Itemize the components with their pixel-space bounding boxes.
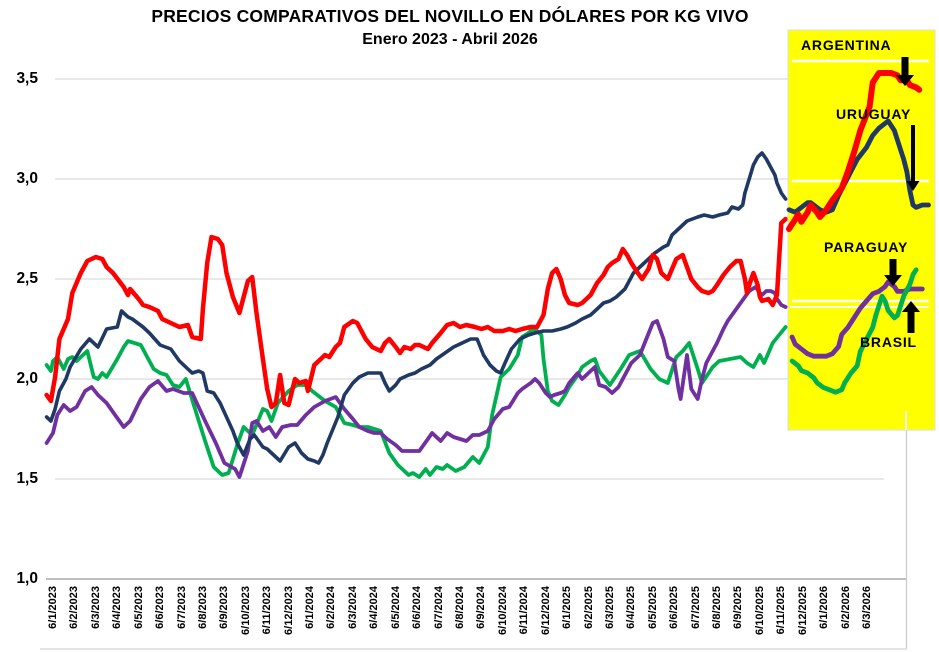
x-tick-label: 6/1/2023	[47, 586, 59, 629]
inset-label-uruguay: URUGUAY	[836, 106, 912, 122]
x-tick-label: 6/3/2024	[346, 586, 359, 629]
inset-series-line-paraguay	[789, 279, 925, 359]
x-tick-label: 6/10/2025	[753, 586, 766, 635]
x-tick-label: 6/7/2023	[175, 586, 188, 629]
x-tick-label: 6/2/2026	[839, 586, 852, 629]
series-line-brasil	[44, 325, 788, 479]
x-tick-label: 6/1/2025	[561, 586, 574, 629]
x-tick-label: 6/6/2025	[668, 586, 681, 629]
series-line-paraguay	[44, 285, 788, 479]
x-tick-label: 6/4/2025	[625, 586, 638, 629]
x-tick-label: 6/9/2024	[475, 586, 488, 629]
x-tick-label: 6/5/2024	[389, 586, 402, 629]
x-tick-label: 6/9/2025	[732, 586, 745, 629]
x-tick-label: 6/7/2025	[689, 586, 702, 629]
x-tick-label: 6/12/2025	[796, 586, 809, 635]
x-tick-label: 6/1/2026	[818, 586, 831, 629]
x-tick-label: 6/11/2025	[775, 586, 788, 635]
x-tick-label: 6/7/2024	[432, 586, 445, 629]
x-tick-label: 6/3/2026	[860, 586, 873, 629]
x-tick-label: 6/8/2023	[196, 586, 209, 629]
chart-subtitle: Enero 2023 - Abril 2026	[362, 31, 538, 48]
x-tick-label: 6/4/2023	[111, 586, 124, 629]
x-tick-label: 6/12/2023	[282, 586, 295, 635]
x-tick-label: 6/12/2024	[539, 586, 552, 635]
x-tick-label: 6/3/2023	[89, 586, 102, 629]
x-tick-label: 6/2/2024	[325, 586, 338, 629]
x-tick-label: 6/2/2025	[582, 586, 595, 629]
inset-series-line-brasil	[789, 267, 919, 395]
chart-title: PRECIOS COMPARATIVOS DEL NOVILLO EN DÓLA…	[151, 6, 749, 26]
y-tick-label: 1,5	[16, 470, 38, 487]
x-tick-label: 6/5/2025	[646, 586, 659, 629]
series-line-argentina	[44, 216, 788, 410]
inset-label-brasil: BRASIL	[860, 334, 917, 350]
x-tick-label: 6/4/2024	[368, 586, 381, 629]
inset-label-argentina: ARGENTINA	[801, 37, 892, 53]
y-tick-label: 3,5	[16, 70, 38, 87]
x-tick-label: 6/5/2023	[132, 586, 145, 629]
x-tick-label: 6/9/2023	[218, 586, 231, 629]
brasil-arrow-up-icon	[902, 301, 920, 333]
x-tick-label: 6/10/2024	[496, 586, 509, 635]
uruguay-arrow-down-icon	[906, 125, 920, 191]
x-tick-label: 6/8/2025	[711, 586, 724, 629]
argentina-arrow-down-icon	[896, 57, 914, 86]
x-tick-label: 6/11/2023	[261, 586, 274, 635]
inset-zoom-box	[787, 29, 936, 431]
x-tick-label: 6/10/2023	[239, 586, 252, 635]
x-tick-label: 6/1/2024	[304, 586, 317, 629]
x-tick-label: 6/6/2024	[411, 586, 424, 629]
inset-label-paraguay: PARAGUAY	[824, 239, 909, 255]
y-tick-label: 3,0	[16, 170, 38, 187]
x-tick-label: 6/3/2025	[603, 586, 616, 629]
x-tick-label: 6/2/2023	[68, 586, 81, 629]
y-tick-label: 2,5	[16, 270, 38, 287]
series-line-uruguay	[44, 151, 788, 465]
x-tick-label: 6/8/2024	[453, 586, 466, 629]
y-tick-label: 1,0	[16, 570, 38, 587]
x-tick-label: 6/6/2023	[154, 586, 167, 629]
x-tick-label: 6/11/2024	[518, 586, 531, 635]
y-tick-label: 2,0	[16, 370, 38, 387]
paraguay-arrow-down-icon	[884, 259, 902, 286]
